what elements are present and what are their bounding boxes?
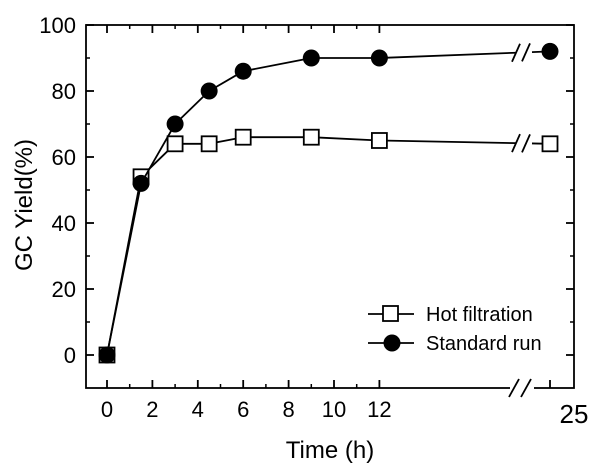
x-axis-title: Time (h) [286, 437, 374, 464]
legend-marker-standard-run [383, 334, 401, 352]
data-point-hot-filtration [370, 132, 388, 149]
plot-frame [85, 24, 575, 389]
data-point-standard-run [132, 174, 150, 192]
series-break-mark [521, 133, 531, 153]
data-point-standard-run [370, 49, 388, 67]
series-break-mark [511, 43, 521, 63]
data-point-standard-run [200, 82, 218, 100]
y-tick-label: 100 [39, 13, 76, 38]
x-axis-ticks: 0 2 4 6 8 10 12 25 [101, 25, 589, 429]
series-standard-run [98, 42, 559, 364]
x-axis-break-mark [520, 378, 532, 398]
data-point-hot-filtration [302, 128, 320, 146]
data-point-standard-run [541, 42, 559, 60]
x-tick-label: 2 [146, 397, 158, 422]
y-tick-label: 80 [52, 79, 76, 104]
x-tick-label: 25 [560, 399, 589, 429]
series-break-mark [511, 133, 521, 153]
series-segment [311, 136, 380, 142]
y-tick-label: 40 [52, 211, 76, 236]
series-segment [243, 57, 312, 73]
y-axis-ticks: 0 20 40 60 80 100 [39, 13, 574, 368]
series-segment [140, 123, 176, 184]
x-axis-break-mark [508, 378, 520, 398]
data-point-standard-run [234, 62, 252, 80]
x-tick-label: 0 [101, 397, 113, 422]
legend: Hot filtration Standard run [368, 304, 542, 355]
x-tick-label: 12 [367, 397, 391, 422]
x-tick-label: 8 [282, 397, 294, 422]
series-segment [379, 139, 517, 145]
plot-area-border [85, 24, 575, 389]
series-hot-filtration [98, 128, 559, 364]
series-segment [379, 51, 517, 59]
data-point-hot-filtration [200, 135, 218, 153]
y-axis-title: GC Yield(%) [11, 139, 38, 271]
legend-item-hot-filtration: Hot filtration [368, 304, 533, 326]
y-tick-label: 20 [52, 277, 76, 302]
legend-label-standard-run: Standard run [426, 333, 542, 355]
legend-marker-hot-filtration [382, 305, 399, 322]
series-segment [106, 183, 142, 356]
data-point-hot-filtration [166, 135, 184, 153]
data-point-standard-run [98, 346, 116, 364]
x-tick-label: 10 [322, 397, 346, 422]
legend-item-standard-run: Standard run [368, 333, 542, 355]
y-tick-label: 0 [64, 343, 76, 368]
series-break-mark [521, 42, 531, 62]
y-tick-label: 60 [52, 145, 76, 170]
series-layer [98, 42, 559, 364]
x-tick-label: 6 [237, 397, 249, 422]
data-point-hot-filtration [234, 128, 252, 146]
x-tick-label: 4 [192, 397, 204, 422]
axis-break-marks [508, 42, 551, 398]
data-point-standard-run [166, 115, 184, 133]
legend-label-hot-filtration: Hot filtration [426, 304, 533, 326]
data-point-hot-filtration [541, 135, 559, 153]
data-point-standard-run [302, 49, 320, 67]
